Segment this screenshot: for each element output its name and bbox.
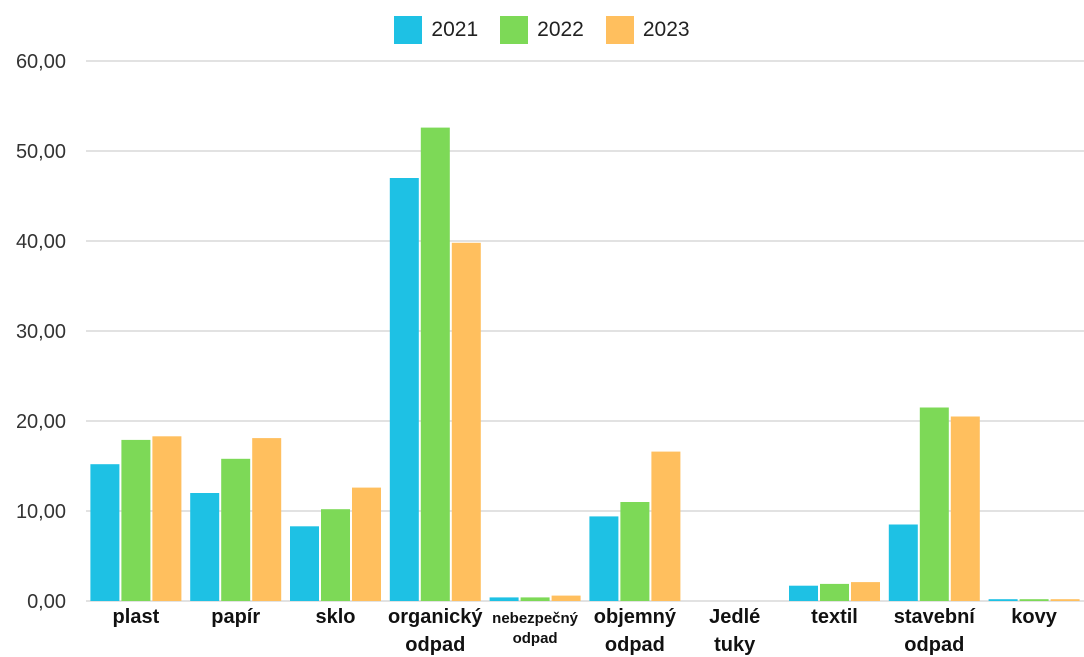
bar	[888, 524, 918, 601]
bar	[389, 178, 419, 601]
y-axis-ticks: 0,00 10,00 20,00 30,00 40,00 50,00 60,00	[16, 51, 66, 613]
x-tick-label: organický odpad	[388, 606, 483, 656]
legend-label-2023: 2023	[642, 18, 690, 41]
y-tick-label: 40,00	[16, 231, 66, 253]
bar	[820, 583, 849, 601]
x-tick-label: plast	[113, 606, 160, 628]
y-tick-label: 20,00	[16, 411, 66, 433]
legend-swatch-2022	[500, 16, 529, 44]
bar	[789, 585, 818, 601]
y-tick-label: 0,00	[27, 591, 66, 613]
bar	[252, 438, 282, 601]
x-tick-label: textil	[811, 606, 858, 628]
bar	[420, 127, 450, 601]
bar	[489, 597, 519, 601]
legend-label-2021: 2021	[431, 18, 479, 41]
bar	[651, 451, 681, 601]
x-tick-label: sklo	[315, 606, 355, 628]
y-tick-label: 10,00	[16, 501, 66, 523]
bar	[620, 502, 650, 601]
bar	[290, 526, 319, 601]
bar	[851, 582, 880, 601]
x-tick-label: kovy	[1011, 606, 1057, 628]
x-tick-label: stavební odpad	[894, 606, 977, 656]
bar	[321, 509, 350, 601]
y-tick-label: 50,00	[16, 141, 66, 163]
bar	[1050, 599, 1080, 601]
legend-item-2022: 2022	[500, 16, 584, 44]
x-tick-label: nebezpečný odpad	[492, 610, 579, 647]
bar	[152, 436, 182, 601]
x-tick-label: objemný odpad	[594, 606, 677, 656]
legend-item-2021: 2021	[394, 16, 478, 44]
bar	[121, 439, 151, 601]
bars	[90, 127, 1080, 602]
bar	[221, 458, 251, 601]
legend: 2021 2022 2023	[0, 14, 1084, 46]
legend-swatch-2021	[394, 16, 423, 44]
bar	[589, 516, 619, 601]
bar	[451, 242, 481, 602]
bar	[988, 599, 1018, 601]
bar	[919, 407, 949, 601]
bar	[520, 597, 550, 601]
bar	[90, 464, 120, 601]
bar	[352, 487, 381, 601]
bar	[1019, 599, 1049, 601]
legend-item-2023: 2023	[605, 16, 690, 44]
bar	[551, 595, 581, 601]
y-tick-label: 60,00	[16, 51, 66, 73]
bar	[950, 416, 980, 601]
x-tick-label: papír	[211, 606, 260, 628]
bar	[190, 493, 220, 601]
legend-label-2022: 2022	[537, 18, 584, 41]
legend-swatch-2023	[605, 16, 634, 44]
x-tick-label: Jedlé tuky	[709, 606, 760, 656]
y-tick-label: 30,00	[16, 321, 66, 343]
